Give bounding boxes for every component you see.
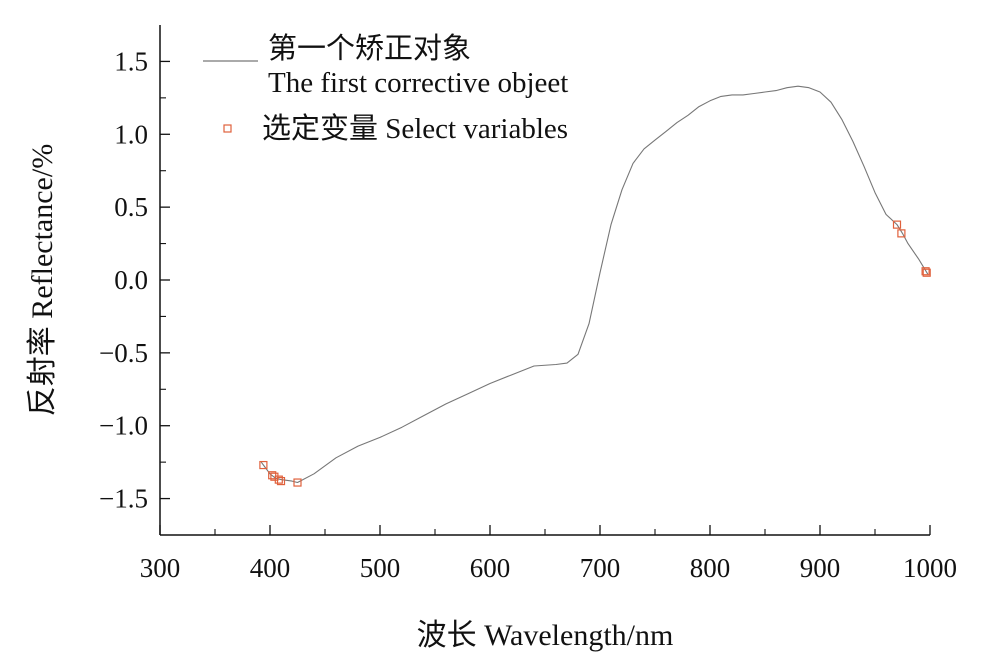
ticks: 300 400 500 600 700 800 900 1000 1.5 1.0 0.5 0.0 −0.… [99, 46, 957, 583]
x-tick-label: 900 [800, 553, 841, 583]
selected-variable-marker [921, 267, 930, 276]
legend-marker-label: 选定变量 Select variables [262, 112, 568, 145]
x-tick-label: 800 [690, 553, 731, 583]
selected-variable-marker [259, 460, 268, 470]
y-tick-label: 1.0 [114, 119, 148, 149]
x-tick-label: 600 [470, 553, 511, 583]
legend-line-label-2: The first corrective objeet [268, 67, 568, 99]
x-axis-title: 波长 Wavelength/nm [417, 619, 674, 652]
selected-variable-marker [892, 220, 902, 229]
selected-variable-marker [922, 268, 931, 277]
x-tick-label: 700 [580, 553, 621, 583]
selected-variable-marker [274, 475, 283, 484]
x-tick-label: 1000 [903, 553, 957, 583]
selected-variable-marker [268, 471, 277, 480]
x-tick-label: 300 [140, 553, 181, 583]
axes [159, 25, 930, 536]
y-tick-label: 0.5 [114, 192, 148, 222]
y-tick-label: −1.0 [99, 411, 148, 441]
plot-area [259, 85, 931, 487]
selected-variable-marker [897, 229, 906, 238]
y-tick-label: 0.0 [114, 265, 148, 295]
legend: 第一个矫正对象 The first corrective objeet 选定变量… [203, 32, 568, 145]
legend-line-label-1: 第一个矫正对象 [268, 32, 471, 65]
y-tick-label: 1.5 [114, 46, 148, 76]
x-tick-label: 500 [360, 553, 401, 583]
y-axis-title: 反射率 Reflectance/% [26, 144, 59, 416]
y-tick-label: −0.5 [99, 338, 148, 368]
x-tick-label: 400 [250, 553, 291, 583]
legend-marker-swatch [223, 124, 232, 133]
y-tick-label: −1.5 [99, 484, 148, 514]
selected-variable-marker [293, 478, 302, 487]
reflectance-line [260, 85, 929, 484]
selected-variable-marker [276, 476, 286, 486]
